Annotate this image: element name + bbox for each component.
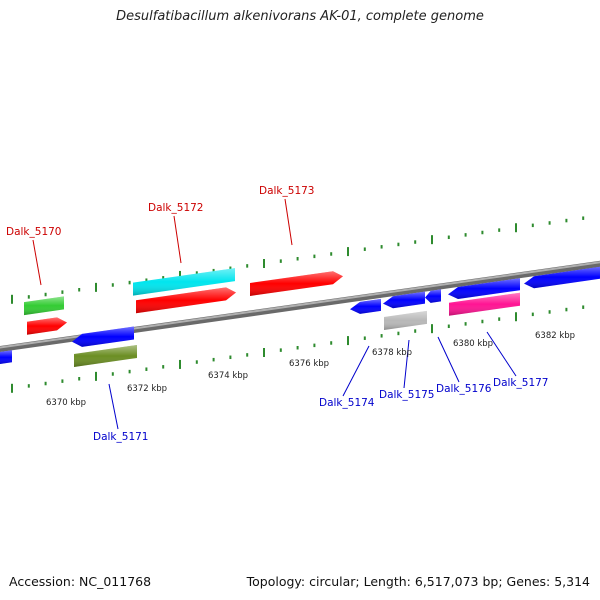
gene-label-dalk-5176[interactable]: Dalk_5176: [436, 383, 492, 395]
gene-arrow-dalk-5171-shading: [72, 326, 134, 347]
axis-label-layer: 6370 kbp 6372 kbp 6374 kbp 6376 kbp 6378 kbp…: [46, 331, 575, 408]
gene-arrow-dalk-5175-shading: [383, 291, 425, 309]
leader-line: [342, 345, 370, 397]
accession-text: Accession: NC_011768: [9, 574, 152, 589]
rna-feature-cyan[interactable]: [133, 268, 235, 296]
gene-arrow-dalk-5170-shading: [27, 317, 67, 335]
gene-arrow-dalk-5174-shading: [350, 298, 381, 314]
gene-label-dalk-5170[interactable]: Dalk_5170: [6, 226, 62, 238]
leader-line: [403, 339, 410, 389]
axis-label: 6372 kbp: [127, 384, 167, 394]
rna-feature-cyan-shading: [133, 268, 235, 296]
axis-label: 6382 kbp: [535, 331, 575, 341]
axis-label: 6380 kbp: [453, 339, 493, 349]
gene-arrow-dalk-5177[interactable]: [448, 278, 520, 299]
gene-arrow-dalk-5173[interactable]: [250, 271, 343, 296]
gene-track: [0, 266, 600, 364]
axis-label: 6370 kbp: [46, 398, 86, 408]
gene-label-dalk-5175[interactable]: Dalk_5175: [379, 389, 435, 401]
rna-feature-green-shading: [24, 296, 64, 316]
cds-feature-pink-shading: [449, 292, 520, 316]
cds-feature-pink[interactable]: [449, 292, 520, 316]
cds-feature-olive[interactable]: [74, 345, 137, 367]
leader-line: [32, 239, 42, 286]
cds-feature-olive-shading: [74, 345, 137, 367]
gene-arrow-partial-2-shading: [524, 266, 600, 289]
gene-arrow-dalk-5173-shading: [250, 271, 343, 296]
gene-arrow-dalk-5172[interactable]: [136, 287, 236, 314]
cds-feature-gray-shading: [384, 310, 427, 330]
gene-arrow-dalk-5174[interactable]: [350, 298, 381, 314]
map-title: Desulfatibacillum alkenivorans AK-01, co…: [116, 9, 484, 24]
gene-arrow-partial-2[interactable]: [524, 266, 600, 289]
label-leader-lines: [32, 198, 517, 430]
gene-arrow-partial-1[interactable]: [0, 350, 12, 364]
gene-arrow-dalk-5176[interactable]: [425, 289, 441, 303]
gene-arrow-partial-1-shading: [0, 350, 12, 364]
gene-label-dalk-5177[interactable]: Dalk_5177: [493, 377, 549, 389]
gene-arrow-dalk-5176-shading: [425, 289, 441, 303]
gene-label-dalk-5172[interactable]: Dalk_5172: [148, 202, 204, 214]
gene-arrow-dalk-5177-shading: [448, 278, 520, 299]
leader-line: [437, 336, 460, 383]
gene-label-dalk-5174[interactable]: Dalk_5174: [319, 397, 375, 409]
rna-feature-green[interactable]: [24, 296, 64, 316]
genome-summary-text: Topology: circular; Length: 6,517,073 bp…: [246, 574, 590, 589]
gene-label-dalk-5171[interactable]: Dalk_5171: [93, 431, 149, 443]
leader-line: [108, 383, 119, 430]
axis-label: 6374 kbp: [208, 371, 248, 381]
lower-tick-track: [11, 305, 585, 393]
gene-label-dalk-5173[interactable]: Dalk_5173: [259, 185, 315, 197]
gene-arrow-dalk-5175[interactable]: [383, 291, 425, 309]
leader-line: [486, 331, 517, 377]
gene-arrow-dalk-5171[interactable]: [72, 326, 134, 347]
leader-line: [284, 198, 293, 246]
gene-arrow-dalk-5172-shading: [136, 287, 236, 314]
axis-label: 6376 kbp: [289, 359, 329, 369]
axis-label: 6378 kbp: [372, 348, 412, 358]
leader-line: [173, 215, 182, 264]
gene-label-layer: Dalk_5170 Dalk_5171 Dalk_5172 Dalk_5173 Dalk…: [6, 185, 549, 443]
cds-feature-gray[interactable]: [384, 310, 427, 330]
gene-arrow-dalk-5170[interactable]: [27, 317, 67, 335]
feature-track: [24, 268, 520, 367]
